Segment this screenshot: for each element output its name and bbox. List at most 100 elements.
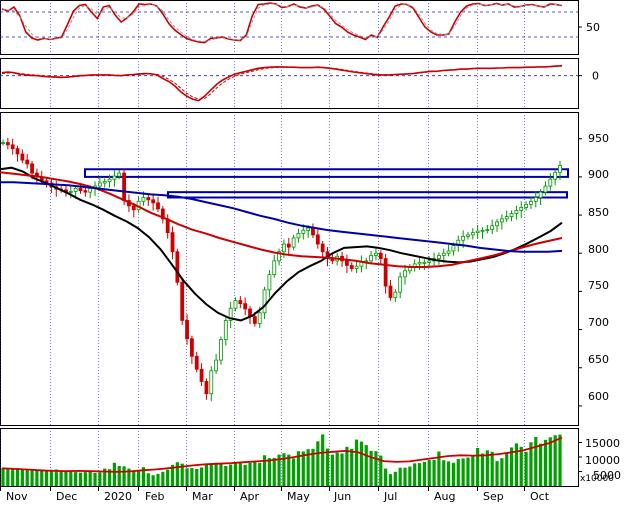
volume-bar	[277, 454, 281, 486]
volume-bar	[49, 469, 54, 486]
candle-body	[553, 171, 558, 180]
candle-body	[437, 255, 441, 259]
volume-bar	[175, 462, 179, 486]
volume-bar	[180, 463, 184, 486]
volume-bar	[495, 461, 499, 486]
candle-body	[291, 237, 296, 248]
candle-body	[160, 208, 165, 220]
volume-bar	[369, 450, 373, 486]
candle-body	[533, 197, 538, 202]
resistance-zone-rectangle	[84, 168, 569, 178]
volume-bar	[40, 470, 44, 486]
volume-bar	[151, 475, 155, 486]
candle-body	[485, 229, 490, 231]
volume-bar	[88, 470, 92, 486]
candle-body	[393, 291, 398, 298]
candle-body	[238, 300, 243, 305]
volume-bar	[422, 461, 426, 486]
volume-bar	[11, 469, 15, 486]
volume-bar	[403, 467, 407, 486]
volume-bar	[44, 470, 49, 486]
y-tick-label: 800	[588, 243, 609, 256]
volume-bar	[166, 469, 170, 486]
volume-bar	[64, 470, 68, 486]
volume-bar	[539, 443, 543, 486]
candle-body	[228, 307, 233, 321]
candle-body	[112, 175, 117, 180]
volume-bar	[78, 472, 83, 486]
candle-body	[461, 236, 466, 241]
volume-bar	[93, 472, 97, 486]
candle-body	[354, 265, 359, 269]
candle-body	[277, 251, 281, 262]
volume-bar	[505, 452, 509, 486]
candle-body	[243, 303, 248, 310]
oscillator-1-series-line	[1, 2, 563, 44]
candle-body	[223, 320, 228, 340]
volume-bar	[325, 448, 330, 486]
volume-bar	[393, 471, 397, 486]
candle-body	[272, 260, 277, 276]
moving-average-line	[0, 181, 563, 253]
candle-body	[209, 370, 214, 395]
y-tick-label: 15000	[585, 437, 620, 450]
x-tick-label: Apr	[240, 490, 260, 503]
volume-bar	[413, 463, 417, 486]
candle-body	[529, 200, 533, 205]
candle-body	[252, 316, 257, 324]
candle-body	[378, 252, 383, 259]
resistance-zone-rectangle	[167, 191, 568, 199]
candle-body	[509, 213, 514, 217]
volume-bar	[233, 463, 238, 486]
volume-bar	[354, 439, 359, 486]
candle-body	[146, 197, 151, 201]
volume-bar	[374, 451, 378, 486]
candle-body	[1, 142, 5, 144]
candle-body	[189, 338, 194, 357]
chart-grid	[0, 0, 525, 491]
panel-frame	[0, 58, 579, 109]
volume-bar	[408, 466, 412, 486]
volume-bar	[476, 448, 480, 486]
volume-bar	[417, 463, 422, 486]
candle-body	[374, 252, 378, 256]
candle-body	[301, 229, 306, 234]
volume-bar	[282, 453, 286, 486]
volume-bar	[117, 465, 121, 486]
candle-body	[495, 221, 499, 227]
candle-body	[475, 230, 480, 234]
volume-bar	[524, 451, 528, 486]
candle-body	[88, 187, 93, 193]
volume-bar	[485, 450, 489, 486]
candle-body	[344, 260, 349, 266]
volume-bar	[185, 468, 189, 486]
volume-bar	[534, 436, 538, 486]
volume-bar	[306, 449, 310, 486]
candle-body	[417, 261, 422, 265]
candle-body	[441, 252, 446, 256]
candle-body	[117, 172, 122, 177]
candle-body	[388, 285, 393, 298]
y-tick-label: 5000	[593, 469, 621, 482]
candle-body	[204, 381, 209, 395]
x-tick-label: Oct	[530, 490, 550, 503]
volume-bar	[59, 470, 63, 486]
candle-body	[233, 300, 238, 309]
price-panel	[0, 137, 582, 407]
volume-bar	[553, 435, 557, 486]
candle-body	[558, 165, 562, 173]
oscillator-2-series-line	[1, 64, 563, 102]
candle-body	[5, 142, 10, 146]
candle-body	[538, 191, 543, 198]
candle-body	[519, 207, 524, 211]
candle-body	[466, 234, 470, 237]
oscillator-1-series-line	[2, 3, 563, 43]
candle-body	[97, 182, 102, 187]
candle-body	[282, 243, 286, 253]
y-tick-label: 650	[588, 353, 609, 366]
volume-bar	[272, 457, 276, 486]
candle-body	[131, 205, 136, 211]
candle-body	[504, 216, 509, 220]
candle-body	[20, 153, 25, 161]
volume-bar	[229, 464, 233, 486]
